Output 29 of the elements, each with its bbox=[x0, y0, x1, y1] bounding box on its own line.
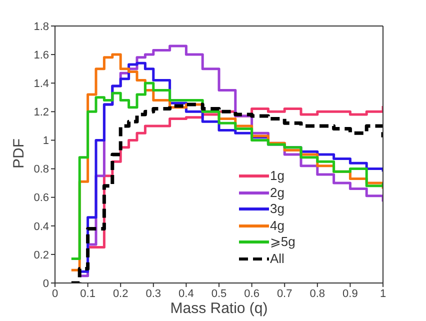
legend-label: 2g bbox=[270, 184, 284, 201]
y-tick-label: 0 bbox=[42, 278, 49, 290]
x-tick-label: 0.3 bbox=[146, 288, 162, 300]
x-tick-label: 0.9 bbox=[342, 288, 358, 300]
x-axis-title: Mass Ratio (q) bbox=[170, 300, 268, 317]
y-tick-label: 1 bbox=[42, 135, 49, 148]
y-tick-label: 1.4 bbox=[34, 78, 49, 90]
y-tick-label: 1.6 bbox=[34, 49, 49, 62]
x-tick-label: 0.4 bbox=[178, 288, 194, 300]
legend-label: All bbox=[270, 250, 284, 267]
y-tick-label: 0.2 bbox=[34, 249, 49, 262]
y-tick-label: 0.8 bbox=[34, 164, 49, 176]
legend-label: 4g bbox=[270, 218, 284, 234]
y-tick-label: 0.4 bbox=[34, 220, 49, 233]
legend-label: 1g bbox=[270, 168, 284, 184]
x-tick-label: 0 bbox=[52, 288, 58, 300]
legend-label: ⩾5g bbox=[270, 234, 296, 250]
y-axis-title: PDF bbox=[10, 138, 28, 168]
x-tick-label: 1 bbox=[380, 288, 386, 300]
x-tick-label: 0.1 bbox=[80, 288, 96, 300]
x-tick-label: 0.6 bbox=[244, 288, 260, 300]
x-tick-label: 0.8 bbox=[310, 288, 326, 300]
x-tick-label: 0.5 bbox=[211, 288, 227, 300]
x-tick-label: 0.7 bbox=[276, 288, 292, 300]
legend-label: 3g bbox=[270, 201, 284, 218]
y-tick-label: 0.6 bbox=[34, 192, 49, 204]
y-tick-label: 1.8 bbox=[34, 20, 49, 33]
x-tick-label: 0.2 bbox=[112, 288, 128, 300]
y-tick-label: 1.2 bbox=[34, 106, 49, 119]
